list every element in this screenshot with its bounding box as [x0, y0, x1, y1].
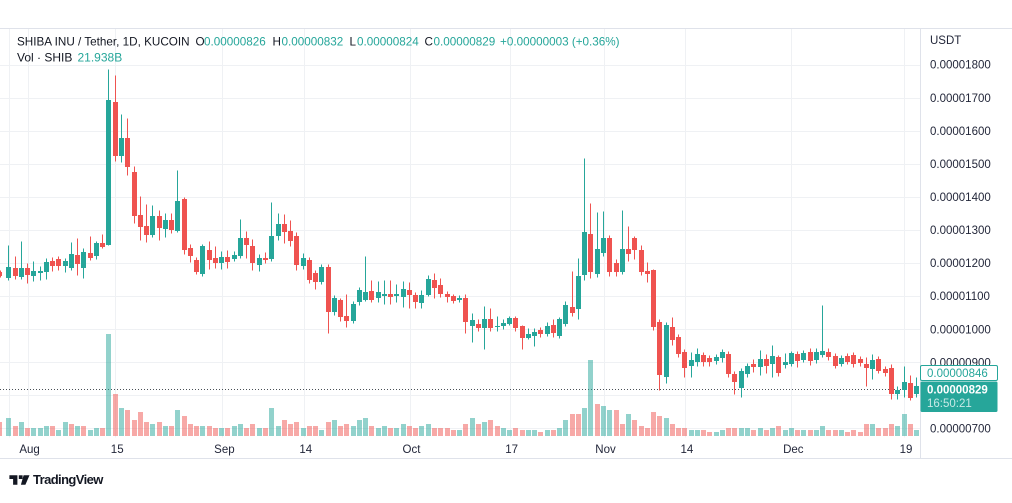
svg-text:14: 14 — [681, 444, 694, 456]
svg-text:0.00001800: 0.00001800 — [930, 60, 991, 72]
svg-text:0.00001000: 0.00001000 — [930, 324, 991, 336]
svg-text:SHIBA INU / Tether, 1D, KUCOIN: SHIBA INU / Tether, 1D, KUCOIN O0.0000082… — [17, 36, 620, 49]
svg-text:0.00001500: 0.00001500 — [930, 159, 991, 171]
svg-text:0.00000829: 0.00000829 — [927, 385, 988, 397]
svg-text:Dec: Dec — [783, 444, 804, 456]
svg-text:0.00001700: 0.00001700 — [930, 93, 991, 105]
svg-text:0.00001400: 0.00001400 — [930, 192, 991, 204]
svg-text:0.00001100: 0.00001100 — [930, 291, 990, 303]
svg-text:17: 17 — [505, 444, 518, 456]
svg-text:14: 14 — [299, 444, 312, 456]
svg-text:USDT: USDT — [930, 35, 961, 47]
svg-text:TradingView: TradingView — [33, 472, 104, 487]
svg-text:Oct: Oct — [403, 444, 422, 456]
svg-text:0.00001200: 0.00001200 — [930, 258, 991, 270]
svg-text:0.00000846: 0.00000846 — [927, 368, 988, 380]
svg-text:16:50:21: 16:50:21 — [927, 398, 972, 410]
svg-text:0.00001600: 0.00001600 — [930, 126, 991, 138]
svg-text:0.00000700: 0.00000700 — [930, 424, 991, 436]
svg-text:Nov: Nov — [595, 444, 616, 456]
svg-text:Aug: Aug — [19, 444, 39, 456]
svg-text:Sep: Sep — [214, 444, 234, 456]
svg-text:19: 19 — [900, 444, 913, 456]
svg-text:15: 15 — [111, 444, 124, 456]
svg-text:0.00001300: 0.00001300 — [930, 225, 991, 237]
